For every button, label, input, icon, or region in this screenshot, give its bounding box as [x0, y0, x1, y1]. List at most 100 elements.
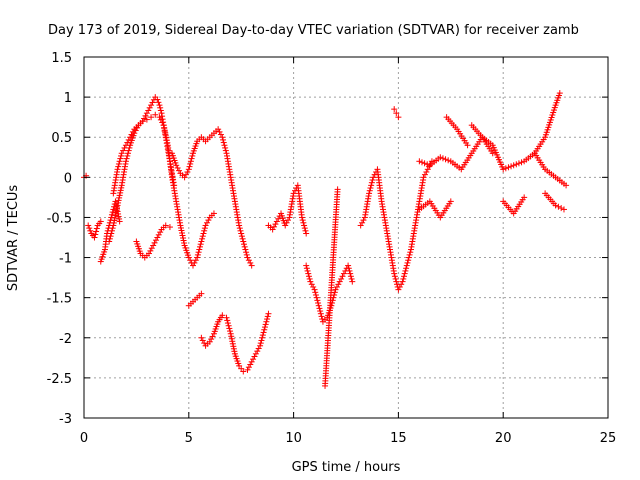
data-point-plus [424, 161, 431, 168]
data-point-plus [303, 230, 310, 237]
data-point-plus [332, 286, 339, 293]
data-point-plus [272, 221, 279, 228]
data-point-plus [111, 214, 118, 221]
data-point-plus [261, 324, 268, 331]
data-point-plus [368, 182, 375, 189]
data-point-plus [333, 283, 340, 290]
data-point-plus [143, 110, 150, 117]
data-point-plus [201, 227, 208, 234]
data-point-plus [248, 262, 255, 269]
data-point-plus [115, 199, 122, 206]
data-point-plus [244, 254, 251, 261]
data-point-plus [162, 129, 169, 136]
data-point-plus [391, 273, 398, 280]
data-point-plus [229, 340, 236, 347]
data-point-plus [305, 273, 312, 280]
data-point-plus [203, 219, 210, 226]
x-tick-label: 15 [390, 431, 407, 446]
data-point-plus [178, 227, 185, 234]
data-point-plus [316, 305, 323, 312]
data-point-plus [157, 116, 164, 123]
data-point-plus [222, 147, 229, 154]
data-point-plus [305, 270, 312, 277]
data-point-plus [110, 219, 117, 226]
data-point-plus [116, 192, 123, 199]
data-point-plus [398, 281, 405, 288]
data-point-plus [201, 225, 208, 232]
data-point-plus [186, 163, 193, 170]
data-point-plus [405, 254, 412, 261]
data-point-plus [217, 131, 224, 138]
data-point-plus [508, 163, 515, 170]
data-point-plus [176, 167, 183, 174]
data-point-plus [319, 316, 326, 323]
data-point-plus [192, 257, 199, 264]
data-point-plus [273, 218, 280, 225]
data-point-plus [122, 158, 129, 165]
data-point-plus [258, 337, 265, 344]
data-point-plus [244, 366, 251, 373]
data-point-plus [227, 330, 234, 337]
data-point-plus [317, 308, 324, 315]
data-point-plus [260, 329, 267, 336]
data-point-plus [221, 142, 228, 149]
y-tick-label: -1.5 [47, 292, 72, 307]
data-point-plus [226, 325, 233, 332]
data-point-plus [113, 207, 120, 214]
data-point-plus [360, 217, 367, 224]
data-point-plus [230, 343, 237, 350]
data-point-plus [464, 142, 471, 149]
data-point-plus [114, 204, 121, 211]
data-point-plus [216, 128, 223, 135]
data-point-plus [206, 338, 213, 345]
y-tick-label: -2 [59, 332, 72, 347]
data-point-plus [116, 158, 123, 165]
data-point-plus [345, 262, 352, 269]
data-point-plus [108, 230, 115, 237]
data-point-plus [339, 273, 346, 280]
data-point-plus [521, 194, 528, 201]
data-point-plus [179, 232, 186, 239]
data-point-plus [338, 275, 345, 282]
data-point-plus [202, 222, 209, 229]
data-point-plus [231, 348, 238, 355]
data-point-plus [116, 215, 123, 222]
data-point-plus [391, 270, 398, 277]
data-point-plus [156, 102, 163, 109]
data-point-plus [283, 219, 290, 226]
y-tick-label: -2.5 [47, 372, 72, 387]
data-point-plus [405, 257, 412, 264]
data-point-plus [243, 251, 250, 258]
data-point-plus [312, 291, 319, 298]
data-point-plus [166, 224, 173, 231]
data-point-plus [157, 107, 164, 114]
data-point-plus [110, 222, 117, 229]
data-point-plus [149, 99, 156, 106]
data-point-plus [201, 340, 208, 347]
data-point-plus [402, 267, 409, 274]
data-point-plus [223, 314, 230, 321]
data-point-plus [563, 182, 570, 189]
data-point-plus [115, 160, 122, 167]
data-point-plus [347, 270, 354, 277]
data-point-plus [228, 333, 235, 340]
data-point-plus [181, 174, 188, 181]
data-points [81, 90, 570, 389]
data-point-plus [399, 278, 406, 285]
data-point-plus [336, 278, 343, 285]
data-point-plus [198, 334, 205, 341]
data-point-plus [252, 350, 259, 357]
data-point-plus [117, 155, 124, 162]
data-point-plus [185, 254, 192, 261]
data-point-plus [311, 286, 318, 293]
data-point-plus [265, 310, 272, 317]
data-point-plus [439, 155, 446, 162]
data-point-plus [248, 358, 255, 365]
data-point-plus [345, 265, 352, 272]
data-point-plus [400, 275, 407, 282]
data-point-plus [241, 243, 248, 250]
data-point-plus [369, 177, 376, 184]
data-point-plus [145, 250, 152, 257]
data-point-plus [224, 320, 231, 327]
